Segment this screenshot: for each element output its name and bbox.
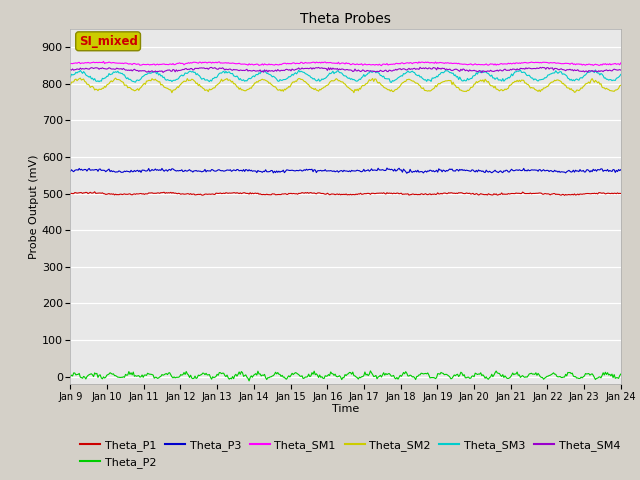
- Line: Theta_SM4: Theta_SM4: [70, 67, 621, 73]
- Theta_P3: [617, 167, 625, 173]
- Theta_P2: [329, 371, 337, 377]
- Theta_P2: [332, 373, 340, 379]
- Theta_P1: [519, 189, 527, 195]
- Theta_SM2: [606, 88, 614, 94]
- Theta_P2: [365, 372, 373, 377]
- Theta_P1: [396, 191, 403, 197]
- Theta_P1: [329, 191, 337, 197]
- Theta_P3: [67, 168, 74, 174]
- Theta_P3: [332, 169, 339, 175]
- Theta_P3: [403, 170, 411, 176]
- Theta_P2: [396, 372, 404, 378]
- Title: Theta Probes: Theta Probes: [300, 12, 391, 26]
- Theta_SM2: [520, 77, 527, 83]
- Line: Theta_SM1: Theta_SM1: [70, 61, 621, 66]
- Theta_SM4: [478, 70, 486, 76]
- Theta_SM1: [520, 60, 527, 66]
- Theta_SM4: [606, 67, 614, 73]
- Theta_P2: [606, 372, 614, 377]
- Theta_P1: [91, 189, 99, 195]
- Theta_SM4: [416, 64, 424, 70]
- Line: Theta_P2: Theta_P2: [70, 371, 621, 381]
- Theta_SM1: [617, 60, 625, 66]
- Theta_SM2: [330, 78, 338, 84]
- Theta_P3: [364, 167, 372, 173]
- Theta_SM3: [606, 77, 614, 83]
- Theta_SM2: [333, 76, 341, 82]
- X-axis label: Time: Time: [332, 405, 359, 414]
- Theta_SM4: [617, 67, 625, 73]
- Theta_SM3: [364, 70, 372, 76]
- Theta_SM3: [396, 74, 403, 80]
- Theta_SM3: [67, 74, 74, 80]
- Theta_SM2: [67, 82, 74, 88]
- Theta_P3: [396, 166, 403, 171]
- Theta_P1: [561, 192, 568, 198]
- Theta_SM4: [364, 68, 372, 74]
- Theta_SM4: [328, 67, 335, 72]
- Theta_SM1: [378, 63, 385, 69]
- Theta_SM3: [519, 70, 527, 75]
- Theta_P3: [328, 168, 335, 174]
- Theta_SM1: [396, 61, 404, 67]
- Theta_P2: [367, 368, 374, 374]
- Theta_SM4: [394, 66, 402, 72]
- Theta_P3: [520, 166, 527, 171]
- Legend: Theta_P1, Theta_P2, Theta_P3, Theta_SM1, Theta_SM2, Theta_SM3, Theta_SM4: Theta_P1, Theta_P2, Theta_P3, Theta_SM1,…: [76, 436, 625, 472]
- Theta_P1: [365, 191, 373, 196]
- Theta_SM1: [329, 60, 337, 66]
- Line: Theta_P1: Theta_P1: [70, 192, 621, 195]
- Theta_P3: [383, 165, 391, 171]
- Text: SI_mixed: SI_mixed: [79, 35, 138, 48]
- Theta_P3: [606, 168, 614, 173]
- Line: Theta_SM2: Theta_SM2: [70, 78, 621, 93]
- Theta_P2: [245, 378, 253, 384]
- Theta_SM1: [365, 61, 373, 67]
- Theta_SM2: [396, 83, 404, 89]
- Theta_SM2: [367, 78, 374, 84]
- Y-axis label: Probe Output (mV): Probe Output (mV): [29, 154, 39, 259]
- Theta_P2: [520, 374, 527, 380]
- Theta_SM3: [328, 70, 335, 75]
- Theta_SM1: [100, 59, 108, 64]
- Theta_SM4: [332, 66, 339, 72]
- Theta_SM1: [606, 61, 614, 67]
- Theta_SM1: [67, 61, 74, 67]
- Theta_P1: [606, 191, 614, 196]
- Theta_SM2: [168, 90, 176, 96]
- Theta_SM1: [332, 60, 340, 66]
- Theta_SM3: [388, 80, 396, 85]
- Theta_SM4: [67, 67, 74, 72]
- Theta_P1: [617, 191, 625, 196]
- Theta_P2: [617, 371, 625, 377]
- Theta_SM2: [112, 75, 120, 81]
- Theta_P2: [67, 373, 74, 379]
- Theta_SM4: [520, 66, 527, 72]
- Theta_SM2: [617, 83, 625, 88]
- Theta_P1: [332, 192, 340, 197]
- Theta_P1: [67, 191, 74, 196]
- Line: Theta_P3: Theta_P3: [70, 168, 621, 173]
- Line: Theta_SM3: Theta_SM3: [70, 70, 621, 83]
- Theta_SM3: [617, 72, 625, 77]
- Theta_SM3: [591, 67, 599, 73]
- Theta_SM3: [332, 70, 339, 75]
